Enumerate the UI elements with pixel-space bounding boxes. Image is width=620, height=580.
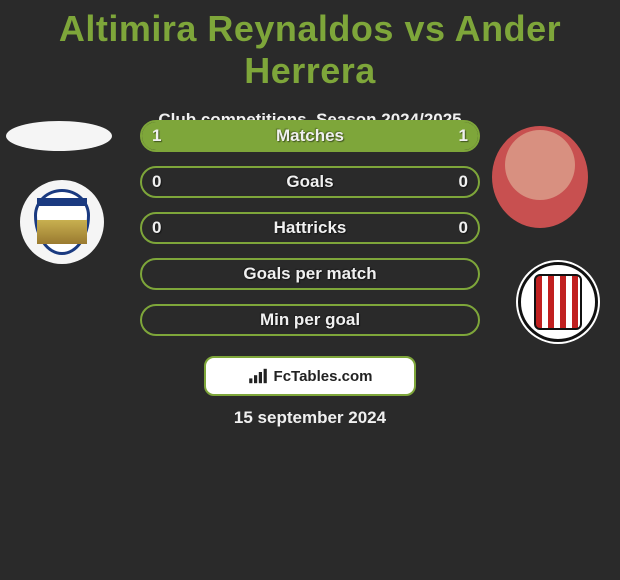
player-left-portrait — [6, 121, 112, 151]
stat-row-min-per-goal: Min per goal — [140, 304, 480, 336]
badge-text: FcTables.com — [274, 368, 373, 385]
stat-right-value: 0 — [459, 172, 468, 192]
stat-left-value: 0 — [152, 172, 161, 192]
source-badge: FcTables.com — [204, 356, 416, 396]
bar-chart-icon — [248, 368, 268, 384]
stat-left-value: 0 — [152, 218, 161, 238]
club-right-crest — [516, 260, 600, 344]
stats-container: 1 Matches 1 0 Goals 0 0 Hattricks 0 Goal… — [140, 120, 480, 350]
stat-row-goals-per-match: Goals per match — [140, 258, 480, 290]
player-right-portrait — [492, 126, 588, 228]
stat-label: Min per goal — [260, 310, 360, 330]
stat-row-matches: 1 Matches 1 — [140, 120, 480, 152]
stat-label: Hattricks — [274, 218, 347, 238]
stat-right-value: 1 — [459, 126, 468, 146]
page-title: Altimira Reynaldos vs Ander Herrera — [0, 0, 620, 92]
stat-left-value: 1 — [152, 126, 161, 146]
stat-row-goals: 0 Goals 0 — [140, 166, 480, 198]
stat-label: Matches — [276, 126, 344, 146]
date-text: 15 september 2024 — [0, 408, 620, 428]
stat-row-hattricks: 0 Hattricks 0 — [140, 212, 480, 244]
club-left-crest — [20, 180, 104, 264]
stat-right-value: 0 — [459, 218, 468, 238]
stat-label: Goals per match — [243, 264, 376, 284]
stat-label: Goals — [286, 172, 333, 192]
